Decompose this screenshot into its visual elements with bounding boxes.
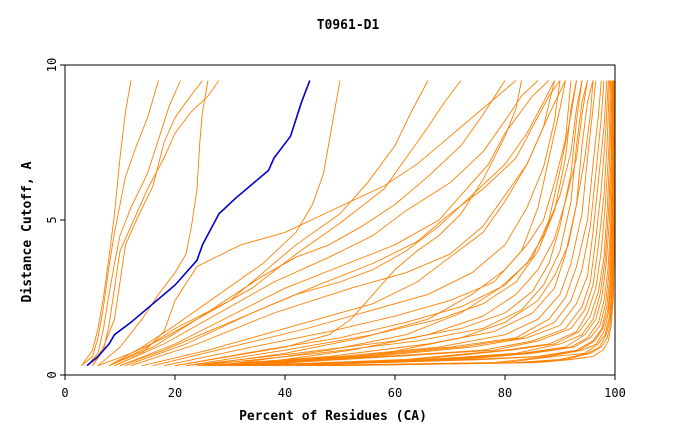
x-tick-label: 20 <box>168 386 182 400</box>
series-line-42 <box>339 80 616 367</box>
series-line-47 <box>97 80 506 367</box>
y-tick-label: 10 <box>45 58 59 72</box>
y-tick-label: 5 <box>45 216 59 223</box>
series-line-26 <box>218 80 605 367</box>
series-layer <box>81 80 616 367</box>
series-line-6 <box>97 80 209 367</box>
series-line-45 <box>240 80 588 367</box>
series-line-9 <box>108 80 462 367</box>
series-line-20 <box>185 80 577 367</box>
series-line-46 <box>262 80 594 367</box>
y-axis-label: Distance Cutoff, A <box>20 161 35 302</box>
series-line-19 <box>174 80 522 367</box>
series-line-7 <box>108 80 341 367</box>
series-line-16 <box>152 80 561 367</box>
x-tick-label: 100 <box>604 386 626 400</box>
series-line-13 <box>125 80 561 367</box>
chart-title: T0961-D1 <box>317 18 380 33</box>
series-line-18 <box>174 80 577 367</box>
series-line-48 <box>119 80 555 367</box>
series-line-11 <box>114 80 539 367</box>
series-line-34 <box>262 80 614 367</box>
series-line-31 <box>246 80 613 367</box>
series-line-24 <box>207 80 597 367</box>
series-line-35 <box>268 80 615 367</box>
series-line-43 <box>196 80 572 367</box>
series-line-38 <box>295 80 615 367</box>
series-line-4 <box>92 80 220 366</box>
x-tick-label: 0 <box>61 386 68 400</box>
series-line-12 <box>119 80 550 367</box>
series-line-5 <box>92 80 203 366</box>
series-line-32 <box>251 80 613 367</box>
highlight-series-line <box>86 80 311 367</box>
series-line-22 <box>196 80 588 367</box>
x-tick-label: 60 <box>388 386 402 400</box>
series-line-3 <box>86 80 181 366</box>
x-tick-label: 40 <box>278 386 292 400</box>
y-axis: 0 5 10 <box>45 58 65 379</box>
series-line-14 <box>130 80 555 367</box>
y-tick-label: 0 <box>45 371 59 378</box>
series-line-29 <box>235 80 610 367</box>
series-line-37 <box>284 80 615 367</box>
series-line-1 <box>81 80 132 366</box>
series-line-36 <box>273 80 615 367</box>
x-axis: 0 20 40 60 80 100 <box>61 375 626 400</box>
series-line-30 <box>240 80 612 367</box>
series-line-25 <box>213 80 602 367</box>
series-line-21 <box>185 80 583 367</box>
series-line-17 <box>163 80 566 367</box>
series-line-15 <box>141 80 566 367</box>
series-line-40 <box>317 80 616 367</box>
x-tick-label: 80 <box>498 386 512 400</box>
series-line-39 <box>306 80 616 367</box>
highlight-layer <box>86 80 311 367</box>
series-line-10 <box>114 80 517 367</box>
series-line-2 <box>81 80 159 367</box>
x-axis-label: Percent of Residues (CA) <box>239 409 427 424</box>
series-line-33 <box>257 80 614 367</box>
series-line-44 <box>218 80 583 367</box>
series-line-28 <box>229 80 609 367</box>
series-line-23 <box>202 80 594 367</box>
series-line-27 <box>224 80 608 367</box>
series-line-8 <box>108 80 429 367</box>
